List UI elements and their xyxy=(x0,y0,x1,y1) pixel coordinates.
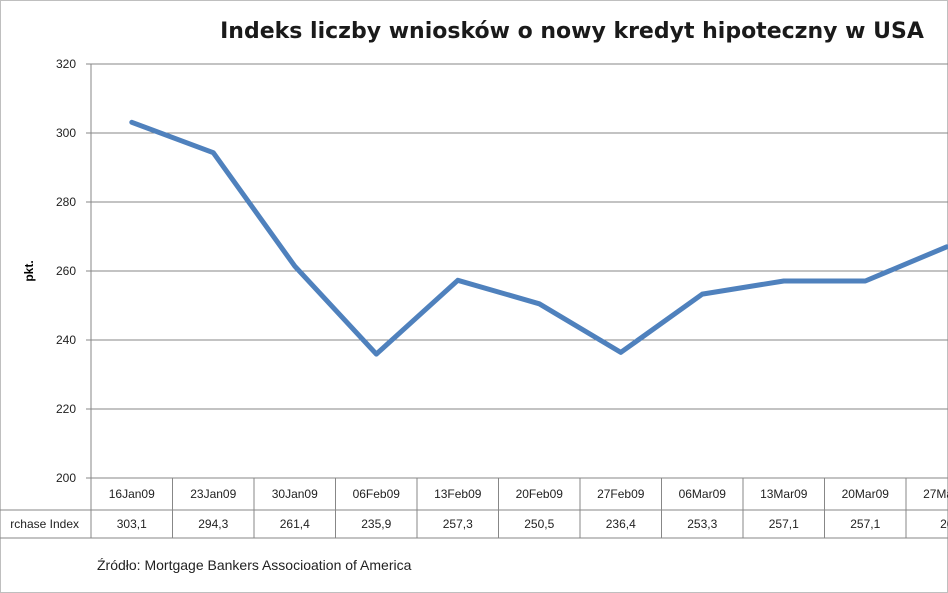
x-category-label: 06Mar09 xyxy=(679,487,727,501)
table-value-cell: 235,9 xyxy=(361,517,391,531)
x-category-label: 20Mar09 xyxy=(842,487,890,501)
table-value-cell: 26 xyxy=(940,517,948,531)
table-value-cell: 294,3 xyxy=(198,517,228,531)
table-value-cell: 250,5 xyxy=(524,517,554,531)
table-value-cell: 236,4 xyxy=(606,517,636,531)
x-category-label: 13Feb09 xyxy=(434,487,482,501)
table-value-cell: 253,3 xyxy=(687,517,717,531)
source-note: Źródło: Mortgage Bankers Associoation of… xyxy=(97,557,412,573)
y-tick-label: 300 xyxy=(56,126,76,140)
x-category-label: 30Jan09 xyxy=(272,487,318,501)
data-table: rchase Index 16Jan09 23Jan09 30Jan09 06Feb09… xyxy=(0,477,948,539)
table-value-cell: 257,1 xyxy=(850,517,880,531)
y-tick-label: 240 xyxy=(56,333,76,347)
y-tick-label: 260 xyxy=(56,264,76,278)
y-axis-label: pkt. xyxy=(22,260,36,281)
x-category-label: 23Jan09 xyxy=(190,487,236,501)
y-tick-label: 200 xyxy=(56,471,76,485)
table-value-cell: 303,1 xyxy=(117,517,147,531)
y-tick-label: 220 xyxy=(56,402,76,416)
table-value-cell: 257,3 xyxy=(443,517,473,531)
chart-title: Indeks liczby wniosków o nowy kredyt hip… xyxy=(220,19,924,44)
x-category-label: 06Feb09 xyxy=(353,487,401,501)
table-value-cell: 261,4 xyxy=(280,517,310,531)
x-category-label: 27Mar09 xyxy=(923,487,948,501)
series-group xyxy=(129,119,948,357)
y-tick-label: 320 xyxy=(56,57,76,71)
y-axis: 200 220 240 260 280 300 320 xyxy=(56,57,92,485)
table-value-cell: 257,1 xyxy=(769,517,799,531)
gridlines xyxy=(91,63,948,479)
x-category-label: 13Mar09 xyxy=(760,487,808,501)
x-category-label: 20Feb09 xyxy=(516,487,564,501)
table-row-label: rchase Index xyxy=(10,517,79,531)
x-category-label: 27Feb09 xyxy=(597,487,645,501)
x-category-label: 16Jan09 xyxy=(109,487,155,501)
y-tick-label: 280 xyxy=(56,195,76,209)
